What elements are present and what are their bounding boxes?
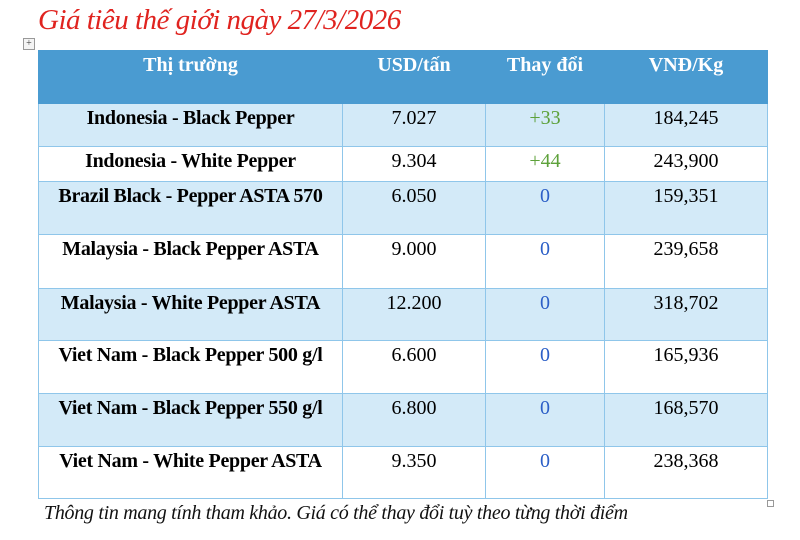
header-usd: USD/tấn	[342, 50, 486, 104]
table-row: Malaysia - Black Pepper ASTA 9.000 0 239,65…	[38, 234, 768, 289]
change-cell: +33	[485, 103, 605, 147]
change-cell: +44	[485, 146, 605, 182]
usd-cell: 7.027	[342, 103, 486, 147]
market-cell: Viet Nam - Black Pepper 500 g/l	[38, 340, 343, 394]
vnd-cell: 318,702	[604, 288, 768, 341]
market-cell: Brazil Black - Pepper ASTA 570	[38, 181, 343, 235]
change-cell: 0	[485, 181, 605, 235]
header-vnd: VNĐ/Kg	[604, 50, 768, 104]
change-cell: 0	[485, 288, 605, 341]
header-change: Thay đổi	[485, 50, 605, 104]
table-row: Brazil Black - Pepper ASTA 570 6.050 0 159,…	[38, 181, 768, 235]
table-row: Indonesia - White Pepper 9.304 +44 243,900	[38, 146, 768, 182]
table-resize-handle[interactable]	[767, 500, 774, 507]
market-cell: Indonesia - Black Pepper	[38, 103, 343, 147]
change-cell: 0	[485, 234, 605, 289]
table-row: Viet Nam - Black Pepper 550 g/l 6.800 0 168…	[38, 393, 768, 447]
pepper-price-table: Thị trường USD/tấn Thay đổi VNĐ/Kg Indon…	[38, 50, 768, 499]
change-cell: 0	[485, 393, 605, 447]
table-row: Viet Nam - Black Pepper 500 g/l 6.600 0 165…	[38, 340, 768, 394]
table-move-handle-icon[interactable]: +	[23, 38, 35, 50]
vnd-cell: 168,570	[604, 393, 768, 447]
market-cell: Indonesia - White Pepper	[38, 146, 343, 182]
usd-cell: 6.600	[342, 340, 486, 394]
market-cell: Malaysia - Black Pepper ASTA	[38, 234, 343, 289]
table-row: Viet Nam - White Pepper ASTA 9.350 0 238,36…	[38, 446, 768, 499]
vnd-cell: 239,658	[604, 234, 768, 289]
usd-cell: 12.200	[342, 288, 486, 341]
vnd-cell: 238,368	[604, 446, 768, 499]
market-cell: Viet Nam - Black Pepper 550 g/l	[38, 393, 343, 447]
vnd-cell: 184,245	[604, 103, 768, 147]
vnd-cell: 159,351	[604, 181, 768, 235]
change-cell: 0	[485, 340, 605, 394]
market-cell: Viet Nam - White Pepper ASTA	[38, 446, 343, 499]
table-header-row: Thị trường USD/tấn Thay đổi VNĐ/Kg	[38, 50, 768, 104]
page-title: Giá tiêu thế giới ngày 27/3/2026	[38, 4, 401, 36]
change-cell: 0	[485, 446, 605, 499]
usd-cell: 9.304	[342, 146, 486, 182]
market-cell: Malaysia - White Pepper ASTA	[38, 288, 343, 341]
table-row: Indonesia - Black Pepper 7.027 +33 184,245	[38, 103, 768, 147]
vnd-cell: 165,936	[604, 340, 768, 394]
usd-cell: 9.000	[342, 234, 486, 289]
table-row: Malaysia - White Pepper ASTA 12.200 0 318,7…	[38, 288, 768, 341]
disclaimer-note: Thông tin mang tính tham khảo. Giá có th…	[44, 502, 628, 524]
vnd-cell: 243,900	[604, 146, 768, 182]
usd-cell: 9.350	[342, 446, 486, 499]
usd-cell: 6.800	[342, 393, 486, 447]
header-market: Thị trường	[38, 50, 343, 104]
usd-cell: 6.050	[342, 181, 486, 235]
